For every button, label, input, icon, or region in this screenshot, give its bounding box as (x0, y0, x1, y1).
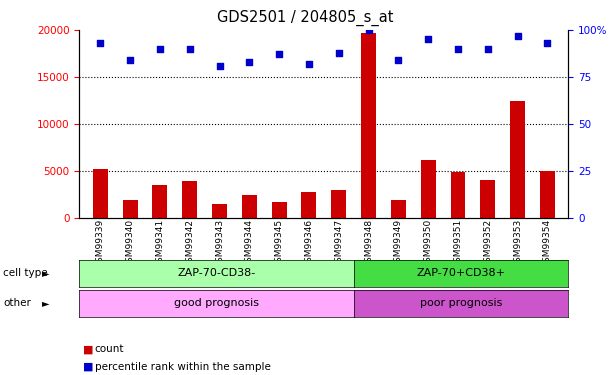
Text: ►: ► (42, 298, 49, 308)
Bar (182, 181, 197, 218)
Bar (301, 192, 316, 217)
Point (483, 46, 492, 52)
Bar (123, 200, 137, 217)
Bar (93, 169, 108, 217)
Point (155, 46, 165, 52)
Point (185, 46, 194, 52)
Point (304, 61, 314, 67)
Point (95, 40, 105, 46)
Bar (153, 185, 167, 218)
Text: ■: ■ (82, 345, 93, 354)
Text: GDS2501 / 204805_s_at: GDS2501 / 204805_s_at (218, 9, 393, 26)
Text: other: other (3, 298, 31, 308)
Bar (361, 33, 376, 218)
Bar (480, 180, 495, 218)
Point (543, 40, 552, 46)
Point (214, 63, 224, 69)
Point (393, 57, 403, 63)
Text: poor prognosis: poor prognosis (420, 298, 502, 308)
Text: percentile rank within the sample: percentile rank within the sample (95, 362, 271, 372)
Text: cell type: cell type (3, 268, 48, 278)
Text: ZAP-70-CD38-: ZAP-70-CD38- (178, 268, 256, 278)
Bar (450, 172, 466, 217)
Point (334, 50, 343, 55)
Bar (212, 204, 227, 218)
Bar (242, 195, 257, 217)
Point (125, 57, 135, 63)
Bar (540, 171, 555, 217)
Text: ZAP-70+CD38+: ZAP-70+CD38+ (417, 268, 506, 278)
Text: ■: ■ (82, 362, 93, 372)
Point (423, 36, 433, 42)
Point (453, 46, 463, 52)
Bar (421, 160, 436, 218)
Text: good prognosis: good prognosis (174, 298, 260, 308)
Text: ►: ► (42, 268, 49, 278)
Point (364, 27, 373, 33)
Bar (391, 200, 406, 217)
Point (513, 33, 522, 39)
Bar (510, 101, 525, 217)
Bar (331, 190, 346, 217)
Text: count: count (95, 345, 124, 354)
Point (244, 59, 254, 65)
Bar (272, 202, 287, 217)
Point (274, 51, 284, 57)
